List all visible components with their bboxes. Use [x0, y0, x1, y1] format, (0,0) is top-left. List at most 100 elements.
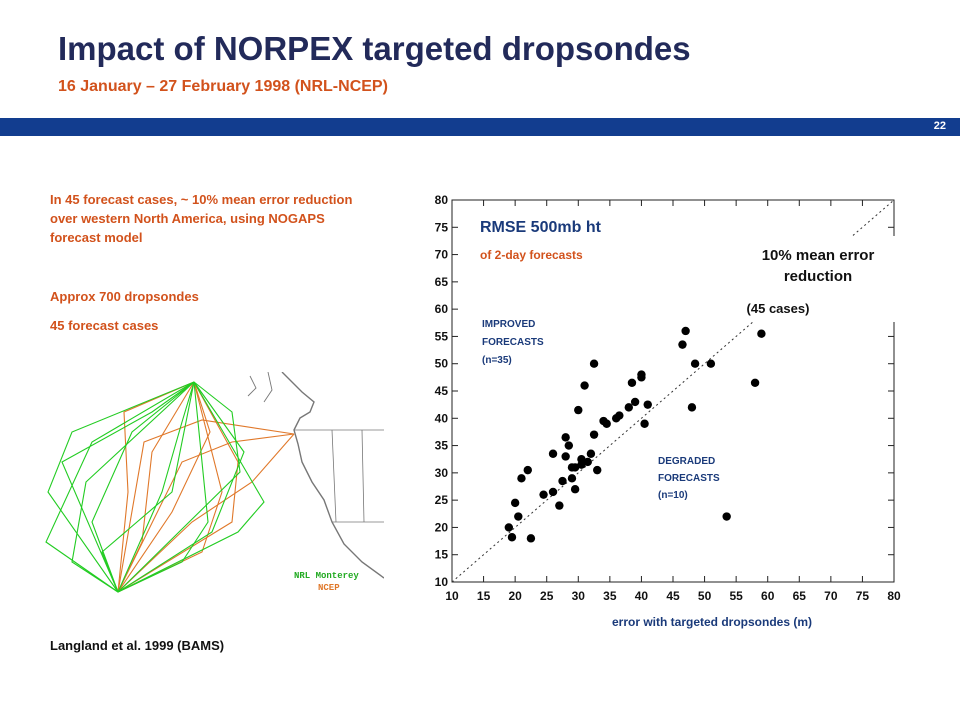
data-point — [722, 512, 731, 521]
citation: Langland et al. 1999 (BAMS) — [50, 638, 225, 653]
x-tick-label: 55 — [729, 589, 743, 603]
x-tick-label: 75 — [856, 589, 870, 603]
y-tick-label: 80 — [435, 193, 449, 207]
data-point — [690, 359, 700, 368]
data-point — [678, 340, 687, 349]
nrl-flight-track — [117, 381, 265, 593]
data-point — [687, 403, 697, 412]
data-point — [570, 485, 580, 494]
y-tick-label: 50 — [435, 357, 449, 371]
nrl-flight-track — [45, 381, 195, 593]
data-point — [567, 474, 577, 483]
degraded-label-2: FORECASTS — [658, 473, 720, 484]
data-point — [706, 359, 716, 368]
data-point — [555, 501, 564, 510]
ncep-flight-track — [117, 433, 295, 593]
reduction-line-1: 10% mean error — [762, 247, 875, 264]
improved-label-1: IMPROVED — [482, 319, 535, 330]
data-point — [564, 441, 574, 450]
data-point — [523, 465, 532, 475]
title-banner: 22 — [0, 118, 960, 136]
data-point — [548, 487, 558, 497]
data-point — [602, 419, 611, 428]
reduction-box — [730, 236, 906, 322]
x-axis-label: error with targeted dropsondes (m) — [612, 615, 812, 629]
flight-track-map: NRL Monterey NCEP — [32, 371, 385, 614]
y-tick-label: 75 — [435, 220, 449, 234]
y-tick-label: 70 — [435, 248, 449, 262]
data-point — [589, 430, 599, 439]
x-tick-label: 65 — [793, 589, 807, 603]
improved-label-3: (n=35) — [482, 355, 512, 366]
nrl-flight-track — [117, 381, 241, 593]
y-tick-label: 20 — [435, 520, 449, 534]
cases-annotation: (45 cases) — [747, 301, 810, 316]
data-point — [561, 452, 570, 461]
data-point — [510, 498, 520, 508]
nrl-flight-track — [91, 381, 195, 593]
y-tick-label: 15 — [435, 548, 449, 562]
ncep-flight-track — [117, 381, 239, 593]
degraded-label-1: DEGRADED — [658, 456, 715, 467]
data-point — [681, 326, 690, 336]
summary-text: In 45 forecast cases, ~ 10% mean error r… — [50, 192, 353, 245]
x-tick-label: 20 — [508, 589, 522, 603]
data-point — [561, 433, 570, 442]
improved-label-2: FORECASTS — [482, 337, 544, 348]
reduction-line-2: reduction — [784, 268, 852, 285]
data-point — [580, 381, 589, 390]
data-point — [593, 465, 602, 475]
data-point — [577, 460, 586, 469]
data-point — [757, 329, 766, 338]
data-point — [574, 405, 583, 415]
degraded-label-3: (n=10) — [658, 490, 688, 501]
forecast-cases-text: 45 forecast cases — [50, 318, 159, 333]
y-tick-label: 55 — [435, 329, 449, 343]
nrl-flight-track — [117, 381, 195, 593]
data-point — [630, 397, 640, 407]
nrl-flight-track — [71, 381, 195, 593]
data-point — [539, 490, 548, 499]
page-subtitle: 16 January – 27 February 1998 (NRL-NCEP) — [58, 78, 388, 95]
slide-number: 22 — [933, 120, 946, 132]
page-title: Impact of NORPEX targeted dropsondes — [58, 30, 691, 67]
y-tick-label: 30 — [435, 466, 449, 480]
data-point — [507, 533, 517, 542]
data-point — [504, 523, 514, 532]
chart-subtitle: of 2-day forecasts — [480, 248, 583, 262]
data-point — [615, 411, 624, 420]
y-tick-label: 40 — [435, 411, 449, 425]
data-point — [637, 370, 646, 379]
map-legend-ncep: NCEP — [318, 583, 340, 593]
map-legend-nrl: NRL Monterey — [294, 571, 359, 581]
x-tick-label: 40 — [635, 589, 649, 603]
chart-points — [504, 326, 766, 543]
state-borders — [294, 429, 384, 523]
ncep-flight-track — [117, 419, 295, 593]
x-tick-label: 45 — [666, 589, 680, 603]
x-tick-label: 60 — [761, 589, 775, 603]
y-tick-label: 35 — [435, 439, 449, 453]
x-tick-label: 50 — [698, 589, 712, 603]
map-tracks — [45, 371, 385, 593]
data-point — [583, 457, 592, 467]
data-point — [526, 534, 536, 543]
chart-title: RMSE 500mb ht — [480, 219, 602, 236]
x-tick-label: 25 — [540, 589, 554, 603]
nrl-flight-track — [47, 381, 195, 593]
data-point — [643, 400, 652, 409]
nrl-flight-track — [101, 381, 195, 593]
y-tick-label: 65 — [435, 275, 449, 289]
data-point — [589, 359, 599, 368]
x-tick-label: 70 — [824, 589, 838, 603]
x-tick-label: 30 — [572, 589, 586, 603]
nrl-flight-track — [117, 381, 209, 593]
data-point — [624, 403, 633, 412]
x-tick-label: 35 — [603, 589, 617, 603]
data-point — [570, 463, 580, 472]
coastline — [281, 371, 385, 579]
rmse-scatter-chart: 10 15 20 25 30 35 40 45 50 55 60 65 70 75 80 10 15 20 25 30… — [420, 190, 910, 645]
y-tick-label: 10 — [435, 575, 449, 589]
dropsonde-count-text: Approx 700 dropsondes — [50, 289, 199, 304]
x-tick-label: 15 — [477, 589, 491, 603]
